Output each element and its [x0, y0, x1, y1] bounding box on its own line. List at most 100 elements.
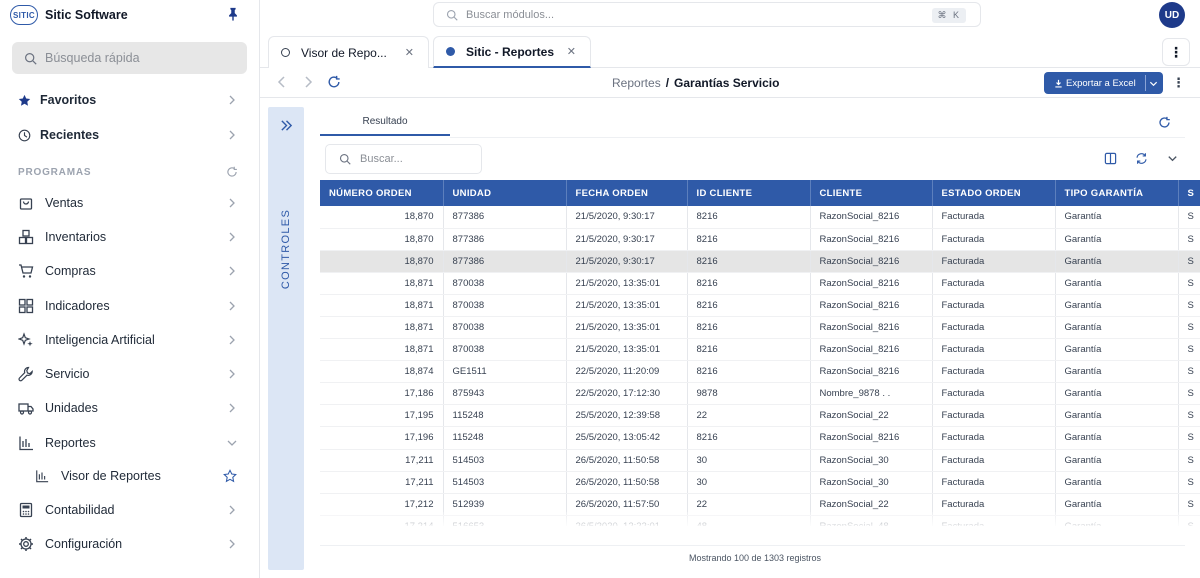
table-row[interactable]: 18,871 870038 21/5/2020, 13:35:01 8216 Razon… — [320, 316, 1200, 340]
column-header[interactable]: TIPO GARANTÍA — [1055, 180, 1179, 206]
table-cell: Garantía — [1055, 206, 1179, 229]
table-row[interactable]: 18,870 877386 21/5/2020, 9:30:17 8216 RazonS… — [320, 250, 1200, 273]
table-row[interactable]: 17,186 875943 22/5/2020, 17:12:30 9878 Nombr… — [320, 382, 1200, 406]
star-outline-icon[interactable] — [223, 469, 237, 483]
table-row[interactable]: 18,871 870038 21/5/2020, 13:35:01 8216 Razon… — [320, 272, 1200, 295]
download-icon — [1055, 79, 1062, 88]
search-icon — [339, 153, 351, 165]
table-cell: Garantía — [1055, 316, 1179, 340]
table-cell: Facturada — [932, 250, 1056, 273]
column-header[interactable]: ID CLIENTE — [687, 180, 811, 206]
back-arrow-icon[interactable] — [275, 75, 289, 89]
more-options-icon[interactable]: ⋮ — [1172, 75, 1185, 90]
sitic-logo: SITIC — [10, 5, 38, 25]
tabs-more-menu-button[interactable]: ⋮ — [1162, 38, 1190, 66]
search-icon — [25, 52, 37, 65]
sidebar-item-servicio[interactable]: Servicio — [0, 362, 250, 386]
star-icon — [18, 94, 31, 106]
sidebar-subitem-visor-de-reportes[interactable]: Visor de Reportes — [0, 464, 250, 488]
divider — [450, 137, 1185, 138]
column-header[interactable]: S — [1178, 180, 1200, 206]
table-cell: Garantía — [1055, 426, 1179, 450]
quick-search-input[interactable]: Búsqueda rápida — [12, 42, 247, 74]
chevron-right-icon — [229, 301, 235, 311]
chevron-right-icon — [229, 95, 235, 105]
breadcrumb-parent[interactable]: Reportes — [612, 76, 661, 90]
sidebar-item-reportes[interactable]: Reportes — [0, 431, 250, 455]
sidebar-item-unidades[interactable]: Unidades — [0, 396, 250, 420]
table-cell: 22 — [687, 404, 811, 428]
breadcrumb: Reportes / Garantías Servicio — [612, 76, 779, 90]
chevron-down-icon[interactable] — [1166, 152, 1179, 165]
table-row[interactable]: 18,874 GE1511 22/5/2020, 11:20:09 8216 Razon… — [320, 360, 1200, 384]
refresh-icon[interactable] — [327, 75, 341, 89]
chevron-down-icon[interactable] — [1149, 79, 1158, 88]
sidebar-item-ventas[interactable]: Ventas — [0, 191, 250, 215]
table-cell: RazonSocial_8216 — [810, 206, 933, 229]
table-row[interactable]: 17,211 514503 26/5/2020, 11:50:58 30 RazonSo… — [320, 471, 1200, 494]
top-bar: Buscar módulos... ⌘ K UD — [260, 0, 1200, 30]
table-row[interactable]: 17,196 115248 25/5/2020, 13:05:42 8216 Razon… — [320, 426, 1200, 450]
refresh-icon[interactable] — [1158, 116, 1171, 129]
tab-visor-de-reportes[interactable]: Visor de Repo... ✕ — [268, 36, 429, 68]
table-cell: 21/5/2020, 13:35:01 — [566, 316, 688, 340]
sidebar-item-label: Servicio — [45, 367, 90, 381]
table-cell: 875943 — [443, 382, 567, 406]
table-row[interactable]: 18,871 870038 21/5/2020, 13:35:01 8216 Razon… — [320, 338, 1200, 362]
quick-search-placeholder: Búsqueda rápida — [45, 51, 140, 65]
columns-icon[interactable] — [1104, 152, 1117, 165]
table-cell: Garantía — [1055, 250, 1179, 273]
boxes-icon — [18, 229, 34, 245]
table-row[interactable]: 18,871 870038 21/5/2020, 13:35:01 8216 Razon… — [320, 294, 1200, 317]
forward-arrow-icon[interactable] — [301, 75, 315, 89]
table-cell: 877386 — [443, 206, 567, 229]
sync-icon[interactable] — [1135, 152, 1148, 165]
table-search-input[interactable]: Buscar... — [325, 144, 482, 174]
column-header[interactable]: CLIENTE — [810, 180, 933, 206]
table-row[interactable]: 18,870 877386 21/5/2020, 9:30:17 8216 RazonS… — [320, 206, 1200, 229]
sidebar-item-indicadores[interactable]: Indicadores — [0, 294, 250, 318]
table-cell: 25/5/2020, 12:39:58 — [566, 404, 688, 428]
column-header[interactable]: NÚMERO ORDEN — [320, 180, 444, 206]
close-icon[interactable]: ✕ — [566, 46, 576, 58]
user-avatar[interactable]: UD — [1159, 2, 1185, 28]
sidebar-item-compras[interactable]: Compras — [0, 259, 250, 283]
breadcrumb-current: Garantías Servicio — [674, 76, 780, 90]
column-header[interactable]: ESTADO ORDEN — [932, 180, 1056, 206]
table-cell: Facturada — [932, 360, 1056, 384]
table-cell: 870038 — [443, 316, 567, 340]
table-cell: 30 — [687, 449, 811, 472]
controls-panel-toggle[interactable]: CONTROLES — [268, 107, 304, 570]
export-excel-button[interactable]: Exportar a Excel — [1044, 72, 1163, 94]
table-cell: 18,874 — [320, 360, 444, 384]
table-cell: 8216 — [687, 426, 811, 450]
table-cell: 22/5/2020, 11:20:09 — [566, 360, 688, 384]
chart-icon — [19, 436, 33, 451]
close-icon[interactable]: ✕ — [404, 47, 414, 59]
refresh-icon[interactable] — [226, 166, 238, 178]
sidebar-item-contabilidad[interactable]: Contabilidad — [0, 498, 250, 522]
sidebar-item-favoritos[interactable]: Favoritos — [0, 88, 250, 112]
brand[interactable]: SITIC Sitic Software — [10, 4, 128, 26]
table-cell: Facturada — [932, 471, 1056, 494]
column-header[interactable]: UNIDAD — [443, 180, 567, 206]
tab-sitic-reportes[interactable]: Sitic - Reportes ✕ — [433, 36, 591, 68]
sidebar-item-configuracion[interactable]: Configuración — [0, 532, 250, 556]
sidebar-item-inteligencia-artificial[interactable]: Inteligencia Artificial — [0, 328, 250, 352]
table-cell: 18,870 — [320, 206, 444, 229]
sidebar-item-recientes[interactable]: Recientes — [0, 123, 250, 147]
table-cell: 8216 — [687, 316, 811, 340]
table-row[interactable]: 18,870 877386 21/5/2020, 9:30:17 8216 RazonS… — [320, 228, 1200, 251]
table-row[interactable]: 17,195 115248 25/5/2020, 12:39:58 22 RazonSo… — [320, 404, 1200, 428]
column-header[interactable]: FECHA ORDEN — [566, 180, 688, 206]
grid-icon — [18, 298, 34, 314]
module-search-input[interactable]: Buscar módulos... ⌘ K — [433, 2, 981, 27]
table-row[interactable]: 17,211 514503 26/5/2020, 11:50:58 30 RazonSo… — [320, 449, 1200, 472]
button-divider — [1145, 75, 1146, 91]
tab-resultado[interactable]: Resultado — [320, 112, 450, 136]
table-cell: Garantía — [1055, 449, 1179, 472]
pin-icon[interactable] — [226, 7, 240, 21]
table-cell: 21/5/2020, 13:35:01 — [566, 272, 688, 295]
sidebar-item-inventarios[interactable]: Inventarios — [0, 225, 250, 249]
table-cell: RazonSocial_8216 — [810, 294, 933, 317]
